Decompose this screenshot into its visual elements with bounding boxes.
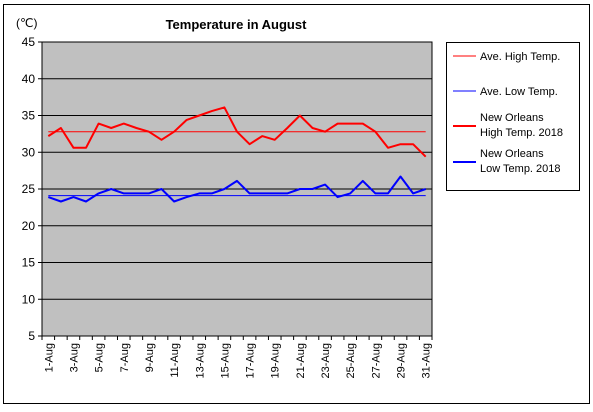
x-tick-label: 11-Aug bbox=[169, 343, 181, 378]
legend-label-4: New Orleans Low Temp. 2018 bbox=[480, 148, 561, 175]
x-tick-label: 17-Aug bbox=[245, 343, 257, 378]
legend: Ave. High Temp. Ave. Low Temp. New Orleans… bbox=[453, 51, 563, 175]
y-tick-label: 5 bbox=[28, 329, 35, 343]
x-tick-label: 25-Aug bbox=[345, 343, 357, 378]
x-tick-label: 31-Aug bbox=[421, 343, 433, 378]
legend-label-3: New Orleans High Temp. 2018 bbox=[480, 112, 563, 139]
chart-title: Temperature in August bbox=[166, 17, 308, 32]
x-tick-label: 29-Aug bbox=[396, 343, 408, 378]
y-tick-label: 25 bbox=[22, 182, 36, 196]
series-lines bbox=[47, 106, 427, 203]
legend-box bbox=[446, 42, 580, 191]
y-tick-label: 45 bbox=[22, 35, 36, 49]
x-tick-label: 21-Aug bbox=[295, 343, 307, 378]
x-tick-label: 13-Aug bbox=[194, 343, 206, 378]
x-tick-label: 5-Aug bbox=[94, 343, 106, 372]
y-tick-label: 10 bbox=[22, 292, 36, 306]
x-tick-label: 15-Aug bbox=[219, 343, 231, 378]
x-tick-label: 7-Aug bbox=[119, 343, 131, 372]
y-tick-label: 35 bbox=[22, 109, 36, 123]
series-line-3 bbox=[47, 106, 427, 158]
x-tick-label: 3-Aug bbox=[68, 343, 80, 372]
x-tick-label: 1-Aug bbox=[43, 343, 55, 372]
grid-lines bbox=[42, 78, 432, 300]
x-tick-label: 23-Aug bbox=[320, 343, 332, 378]
y-axis-unit-label: (℃) bbox=[16, 16, 37, 30]
y-tick-label: 40 bbox=[22, 72, 36, 86]
y-tick-label: 15 bbox=[22, 256, 36, 270]
series-line-4 bbox=[47, 175, 427, 203]
legend-label-2: Ave. Low Temp. bbox=[480, 86, 558, 98]
y-tick-label: 20 bbox=[22, 219, 36, 233]
legend-label-1: Ave. High Temp. bbox=[480, 51, 560, 63]
x-tick-label: 27-Aug bbox=[370, 343, 382, 378]
x-axis-ticks: 1-Aug 3-Aug 5-Aug 7-Aug 9-Aug 11-Aug 13-Aug 15-… bbox=[41, 336, 433, 378]
x-tick-label: 19-Aug bbox=[270, 343, 282, 378]
x-tick-label: 9-Aug bbox=[144, 343, 156, 372]
y-axis-ticks: 5 10 15 20 25 30 35 40 45 bbox=[22, 35, 42, 343]
y-tick-label: 30 bbox=[22, 145, 36, 159]
